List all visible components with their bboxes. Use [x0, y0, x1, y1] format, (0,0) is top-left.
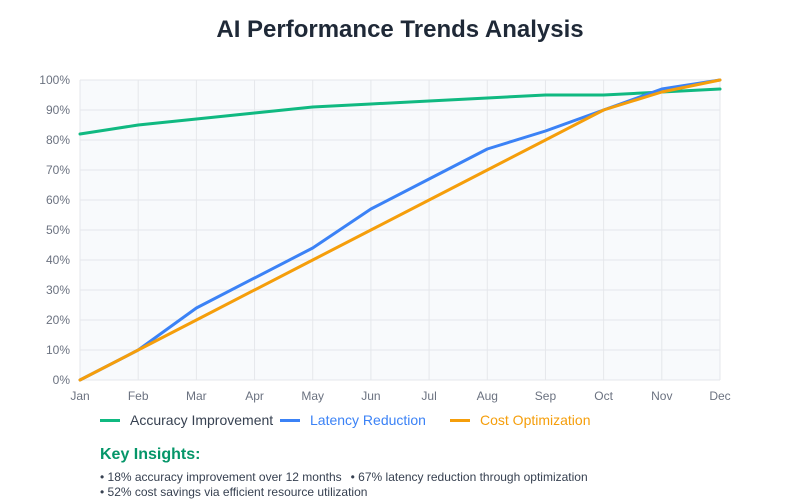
x-tick-label: Jul [421, 389, 436, 403]
y-tick-label: 20% [46, 313, 70, 327]
insight-line-2: • 52% cost savings via efficient resourc… [100, 485, 780, 500]
chart-title: AI Performance Trends Analysis [216, 16, 584, 43]
legend-swatch [280, 418, 300, 422]
y-tick-label: 40% [46, 253, 70, 267]
legend-item-1: Latency Reduction [280, 412, 426, 428]
key-insights: Key Insights: • 18% accuracy improvement… [100, 446, 780, 500]
insight-line-1: • 18% accuracy improvement over 12 month… [100, 470, 780, 485]
y-tick-label: 100% [39, 73, 70, 87]
y-tick-label: 0% [53, 373, 71, 387]
legend-label: Latency Reduction [310, 412, 426, 428]
series-line-0 [78, 87, 722, 136]
insight-cost: • 52% cost savings via efficient resourc… [100, 485, 368, 499]
x-tick-label: Aug [477, 389, 498, 403]
legend-item-2: Cost Optimization [450, 412, 590, 428]
x-tick-label: Mar [186, 389, 207, 403]
y-axis-ticks: 0% 10% 20% 30% 40% 50% 60% 70% 80% 90% 100% [39, 73, 70, 387]
insight-accuracy: • 18% accuracy improvement over 12 month… [100, 470, 342, 484]
grid-lines [79, 79, 721, 381]
y-tick-label: 30% [46, 283, 70, 297]
x-axis-ticks: Jan Feb Mar Apr May Jun Jul Aug Sep Oct Nov Dec [70, 389, 730, 403]
x-tick-label: Sep [535, 389, 557, 403]
legend-swatch [450, 418, 470, 422]
x-tick-label: Apr [245, 389, 264, 403]
legend-label: Cost Optimization [480, 412, 591, 428]
y-tick-label: 90% [46, 103, 70, 117]
x-tick-label: Dec [709, 389, 730, 403]
insights-title: Key Insights: [100, 446, 201, 463]
x-tick-label: Oct [594, 389, 613, 403]
x-tick-label: Feb [128, 389, 149, 403]
y-tick-label: 80% [46, 133, 70, 147]
series-line-2 [78, 78, 722, 382]
x-tick-label: Jun [361, 389, 380, 403]
y-tick-label: 50% [46, 223, 70, 237]
series-lines [78, 78, 722, 382]
legend-item-0: Accuracy Improvement [100, 412, 273, 428]
y-tick-label: 70% [46, 163, 70, 177]
x-tick-label: May [301, 389, 324, 403]
y-tick-label: 60% [46, 193, 70, 207]
legend-swatch [100, 418, 120, 422]
x-tick-label: Nov [651, 389, 672, 403]
y-tick-label: 10% [46, 343, 70, 357]
x-tick-label: Jan [70, 389, 89, 403]
legend-label: Accuracy Improvement [130, 412, 274, 428]
insight-latency: • 67% latency reduction through optimiza… [350, 470, 588, 484]
